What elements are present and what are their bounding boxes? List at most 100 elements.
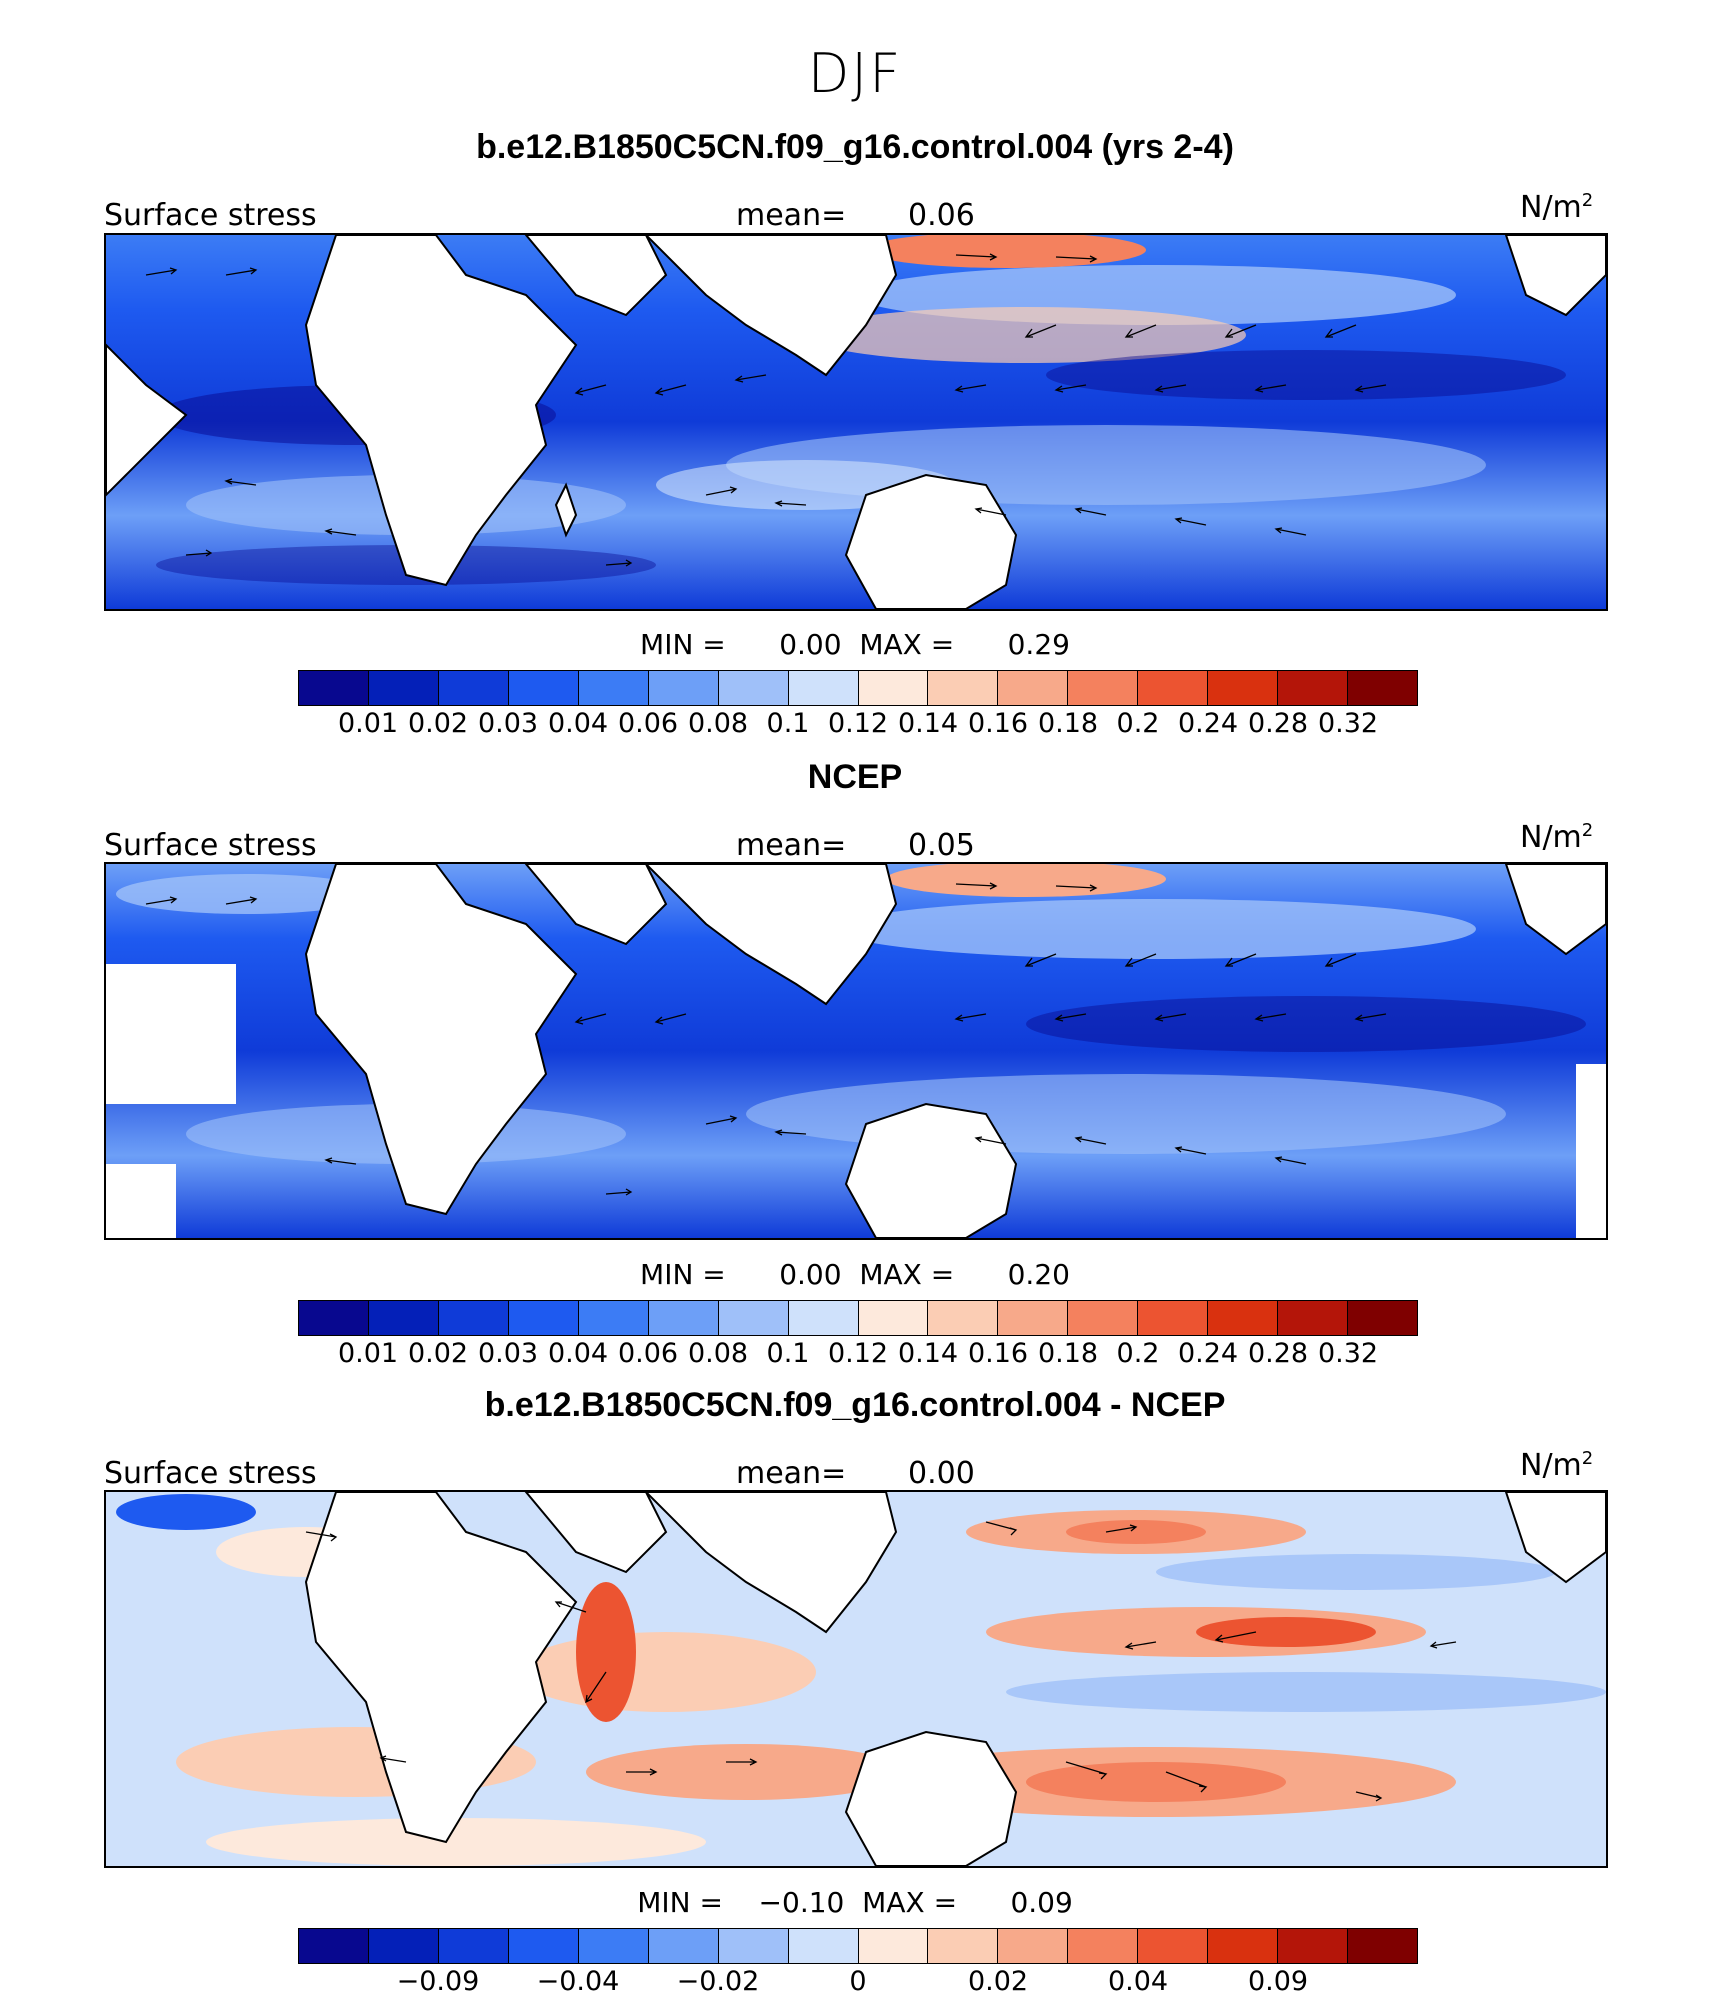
colorbar-tick-label: 0.12 [827,1338,889,1369]
colorbar-tick-label: 0.03 [477,1338,539,1369]
colorbar-cell [998,671,1069,705]
colorbar-cell [1068,671,1139,705]
colorbar-tick-label: 0.18 [1037,708,1099,739]
panel-3-map [104,1490,1608,1868]
colorbar-cell [578,1301,649,1335]
colorbar-tick-label: 0.09 [1247,1966,1309,1997]
colorbar-tick-label: 0.03 [477,708,539,739]
panel-2-units: N/m2 [1520,820,1594,855]
colorbar-tick-label: 0 [849,1966,867,1997]
colorbar-tick-label: 0.02 [407,708,469,739]
colorbar-cell [858,1301,929,1335]
colorbar-tick-label: 0.01 [337,1338,399,1369]
colorbar-cell [438,671,509,705]
panel-2-map [104,862,1608,1240]
panel-1-colorbar-ticks: 0.01 0.02 0.03 0.04 0.06 0.08 0.1 0.12 0… [298,708,1418,742]
colorbar-cell [368,1301,439,1335]
colorbar-cell [788,1301,859,1335]
colorbar-cell [648,1929,719,1963]
colorbar-tick-label: 0.02 [967,1966,1029,1997]
colorbar-tick-label: −0.02 [676,1966,760,1997]
colorbar-cell [928,1929,999,1963]
colorbar-cell [1138,671,1209,705]
colorbar-tick-label: 0.04 [547,708,609,739]
colorbar-cell [1278,1301,1349,1335]
colorbar-cell [299,1301,369,1335]
panel-1-units: N/m2 [1520,190,1594,225]
main-title: DJF [807,42,903,105]
panel-2-mean-value: 0.05 [908,828,975,863]
panel-3-title: b.e12.B1850C5CN.f09_g16.control.004 - NC… [484,1386,1226,1424]
colorbar-cell [1068,1929,1139,1963]
panel-1-field-label: Surface stress [104,198,317,233]
colorbar-cell [1138,1929,1209,1963]
colorbar-cell [858,1929,929,1963]
colorbar-cell [788,1929,859,1963]
panel-1-minmax: MIN = 0.00 MAX = 0.29 [640,628,1070,661]
colorbar-tick-label: 0.28 [1247,1338,1309,1369]
colorbar-cell [998,1929,1069,1963]
colorbar-cell [788,671,859,705]
colorbar-cell [928,1301,999,1335]
colorbar-tick-label: 0.2 [1116,1338,1160,1369]
panel-3-field-label: Surface stress [104,1456,317,1491]
colorbar-tick-label: 0.02 [407,1338,469,1369]
colorbar-tick-label: 0.06 [617,1338,679,1369]
colorbar-tick-label: 0.04 [547,1338,609,1369]
colorbar-tick-label: 0.18 [1037,1338,1099,1369]
panel-3-minmax: MIN = −0.10 MAX = 0.09 [637,1886,1073,1919]
colorbar-tick-label: 0.04 [1107,1966,1169,1997]
panel-3-units: N/m2 [1520,1448,1594,1483]
colorbar-cell [1068,1301,1139,1335]
colorbar-cell [718,671,789,705]
colorbar-cell [718,1929,789,1963]
colorbar-cell [578,1929,649,1963]
colorbar-tick-label: 0.12 [827,708,889,739]
colorbar-cell [578,671,649,705]
colorbar-tick-label: 0.2 [1116,708,1160,739]
panel-3-mean-label: mean= [736,1456,847,1491]
colorbar-cell [438,1301,509,1335]
colorbar-tick-label: 0.1 [766,1338,810,1369]
colorbar-cell [1138,1301,1209,1335]
colorbar-tick-label: 0.08 [687,1338,749,1369]
panel-1-title: b.e12.B1850C5CN.f09_g16.control.004 (yrs… [476,128,1234,166]
colorbar-tick-label: 0.32 [1317,1338,1379,1369]
colorbar-cell [508,1929,579,1963]
colorbar-tick-label: −0.09 [396,1966,480,1997]
colorbar-tick-label: 0.01 [337,708,399,739]
colorbar-tick-label: 0.24 [1177,708,1239,739]
colorbar-tick-label: 0.16 [967,708,1029,739]
panel-2-minmax: MIN = 0.00 MAX = 0.20 [640,1258,1070,1291]
colorbar-cell [648,671,719,705]
colorbar-cell [508,1301,579,1335]
panel-1-colorbar [298,670,1418,706]
colorbar-tick-label: 0.16 [967,1338,1029,1369]
colorbar-tick-label: 0.06 [617,708,679,739]
colorbar-cell [1348,1301,1417,1335]
colorbar-cell [1208,1929,1279,1963]
panel-1-map [104,233,1608,611]
colorbar-tick-label: 0.14 [897,1338,959,1369]
panel-2-mean-label: mean= [736,828,847,863]
colorbar-tick-label: 0.1 [766,708,810,739]
colorbar-tick-label: 0.24 [1177,1338,1239,1369]
colorbar-cell [1278,1929,1349,1963]
colorbar-cell [928,671,999,705]
panel-3-mean-value: 0.00 [908,1456,975,1491]
colorbar-cell [299,671,369,705]
colorbar-cell [858,671,929,705]
colorbar-tick-label: −0.04 [536,1966,620,1997]
colorbar-cell [998,1301,1069,1335]
colorbar-tick-label: 0.08 [687,708,749,739]
colorbar-cell [718,1301,789,1335]
colorbar-tick-label: 0.14 [897,708,959,739]
colorbar-cell [1208,671,1279,705]
colorbar-cell [1348,671,1417,705]
colorbar-tick-label: 0.28 [1247,708,1309,739]
panel-3-colorbar [298,1928,1418,1964]
colorbar-tick-label: 0.32 [1317,708,1379,739]
panel-1-mean-value: 0.06 [908,198,975,233]
colorbar-cell [438,1929,509,1963]
panel-1-mean-label: mean= [736,198,847,233]
